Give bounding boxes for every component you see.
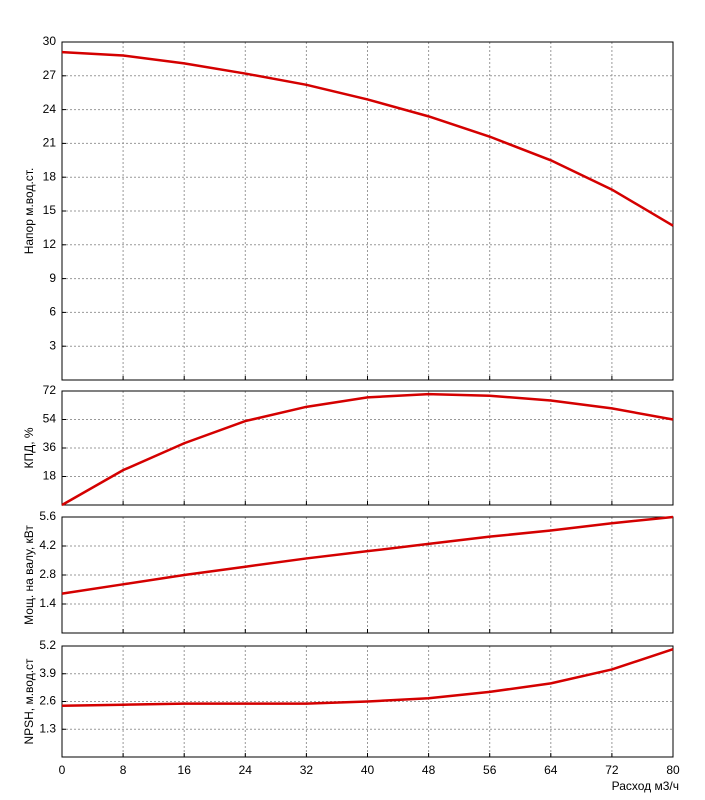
y-tick-label: 5.2 [39, 638, 56, 652]
x-tick-label: 16 [178, 763, 192, 777]
y-tick-label: 21 [43, 136, 57, 150]
y-axis-label: Мощ. на валу, кВт [22, 525, 36, 625]
x-tick-label: 80 [666, 763, 680, 777]
plot-frame [61, 390, 674, 506]
y-tick-label: 1.3 [39, 721, 56, 735]
y-tick-label: 12 [43, 237, 57, 251]
y-axis-label: NPSH, м.вод.ст [22, 658, 36, 745]
y-tick-label: 54 [43, 412, 57, 426]
y-tick-label: 1.4 [39, 596, 56, 610]
plot-frame [61, 645, 674, 758]
x-axis-label: Расход м3/ч [612, 779, 679, 793]
plot-frame [61, 516, 674, 634]
curve [61, 648, 674, 708]
x-tick-label: 48 [422, 763, 436, 777]
y-tick-label: 4.2 [39, 538, 56, 552]
x-tick-label: 8 [120, 763, 127, 777]
x-tick-label: 56 [483, 763, 497, 777]
y-tick-label: 18 [43, 169, 57, 183]
y-axis-label: Напор м.вод.ст. [22, 168, 36, 255]
x-tick-label: 24 [239, 763, 253, 777]
y-tick-label: 27 [43, 68, 57, 82]
y-tick-label: 3.9 [39, 666, 56, 680]
curve [61, 50, 674, 227]
x-tick-label: 64 [544, 763, 558, 777]
y-tick-label: 2.8 [39, 567, 56, 581]
y-tick-label: 15 [43, 203, 57, 217]
y-axis-label: КПД, % [22, 427, 36, 468]
x-tick-label: 0 [59, 763, 66, 777]
y-tick-label: 3 [49, 338, 56, 352]
y-tick-label: 30 [43, 34, 57, 48]
curve [61, 392, 674, 507]
y-tick-label: 24 [43, 102, 57, 116]
y-tick-label: 18 [43, 469, 57, 483]
x-tick-label: 72 [605, 763, 619, 777]
y-tick-label: 5.6 [39, 509, 56, 523]
curve [61, 515, 674, 595]
y-tick-label: 9 [49, 271, 56, 285]
y-tick-label: 36 [43, 440, 57, 454]
plot-frame [61, 41, 674, 381]
x-tick-label: 32 [300, 763, 314, 777]
y-tick-label: 72 [43, 383, 57, 397]
x-tick-label: 40 [361, 763, 375, 777]
y-tick-label: 6 [49, 305, 56, 319]
y-tick-label: 2.6 [39, 694, 56, 708]
